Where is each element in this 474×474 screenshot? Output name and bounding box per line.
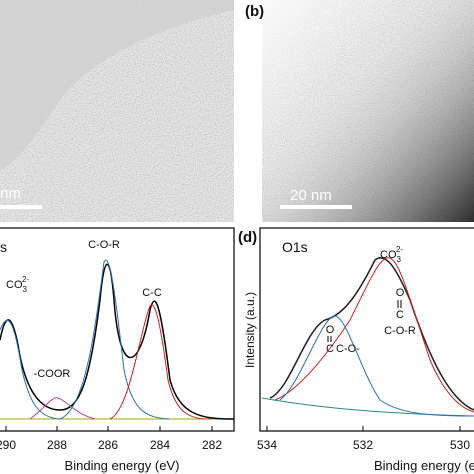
carbonate-label: CO32- [380, 245, 403, 264]
text: CO [6, 279, 23, 291]
x-tick-label: 282 [202, 438, 222, 452]
peak-label: C-C [142, 287, 162, 299]
bond-label: C [396, 309, 404, 321]
scale-label: nm [0, 185, 21, 202]
peak-label: -COOR [34, 368, 71, 380]
x-tick-label: 530 [450, 438, 470, 452]
subscript: 3 [397, 255, 402, 264]
bond-label: C [326, 343, 334, 355]
x-axis-label: Binding energy (eV [374, 458, 474, 473]
bond-label: C-O-R [384, 325, 416, 337]
x-tick-label: 284 [150, 438, 170, 452]
bond-label: O [326, 324, 335, 336]
superscript: 2- [22, 275, 29, 284]
y-axis-label: Intensity (a.u.) [243, 292, 257, 368]
bond-label: O [396, 287, 405, 299]
x-tick-label: 534 [257, 438, 277, 452]
scale-bar [0, 205, 42, 209]
panel-title: O1s [282, 239, 308, 255]
xps-plot-d [259, 227, 474, 432]
x-axis-label: Binding energy (eV) [65, 458, 180, 473]
panel-label: (d) [238, 229, 257, 246]
carbonate-label: CO32- [6, 275, 29, 294]
bond-label: C-O- [336, 343, 360, 355]
scale-bar [280, 205, 352, 209]
tem-image-b [262, 0, 474, 222]
superscript: 2- [396, 245, 403, 254]
x-tick-label: 288 [47, 438, 67, 452]
scale-label: 20 nm [290, 187, 332, 204]
x-tick-label: 286 [98, 438, 118, 452]
tem-image-a [0, 0, 234, 222]
x-tick-label: 290 [0, 438, 16, 452]
x-tick-label: 532 [353, 438, 373, 452]
panel-label: (b) [245, 3, 264, 20]
peak-label: C-O-R [88, 239, 120, 251]
subscript: 3 [23, 285, 28, 294]
text: CO [380, 249, 397, 261]
panel-title: s [0, 239, 7, 255]
xps-plot-c [0, 227, 235, 432]
